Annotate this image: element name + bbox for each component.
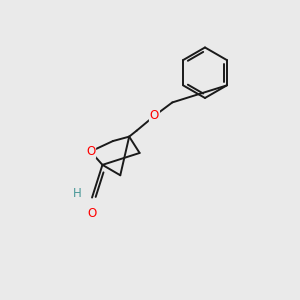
Text: O: O [87,207,97,220]
Text: H: H [73,187,82,200]
Text: O: O [86,145,95,158]
Text: O: O [150,109,159,122]
